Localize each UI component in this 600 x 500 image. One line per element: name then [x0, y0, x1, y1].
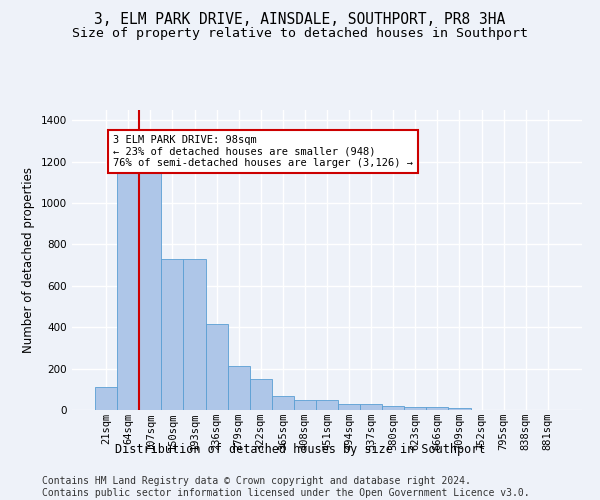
Text: 3, ELM PARK DRIVE, AINSDALE, SOUTHPORT, PR8 3HA: 3, ELM PARK DRIVE, AINSDALE, SOUTHPORT, …	[94, 12, 506, 28]
Text: 3 ELM PARK DRIVE: 98sqm
← 23% of detached houses are smaller (948)
76% of semi-d: 3 ELM PARK DRIVE: 98sqm ← 23% of detache…	[113, 135, 413, 168]
Text: Size of property relative to detached houses in Southport: Size of property relative to detached ho…	[72, 28, 528, 40]
Bar	[227, 366, 250, 410]
Bar	[139, 171, 161, 410]
Text: Contains HM Land Registry data © Crown copyright and database right 2024.
Contai: Contains HM Land Registry data © Crown c…	[42, 476, 530, 498]
Bar	[448, 408, 470, 410]
Bar	[117, 170, 139, 410]
Bar	[294, 400, 316, 410]
Y-axis label: Number of detached properties: Number of detached properties	[22, 167, 35, 353]
Bar	[338, 404, 360, 410]
Text: Distribution of detached houses by size in Southport: Distribution of detached houses by size …	[115, 442, 485, 456]
Bar	[427, 407, 448, 410]
Bar	[206, 324, 227, 410]
Bar	[382, 406, 404, 410]
Bar	[250, 379, 272, 410]
Bar	[316, 400, 338, 410]
Bar	[95, 387, 117, 410]
Bar	[184, 259, 206, 410]
Bar	[360, 404, 382, 410]
Bar	[272, 396, 294, 410]
Bar	[404, 407, 427, 410]
Bar	[161, 259, 184, 410]
